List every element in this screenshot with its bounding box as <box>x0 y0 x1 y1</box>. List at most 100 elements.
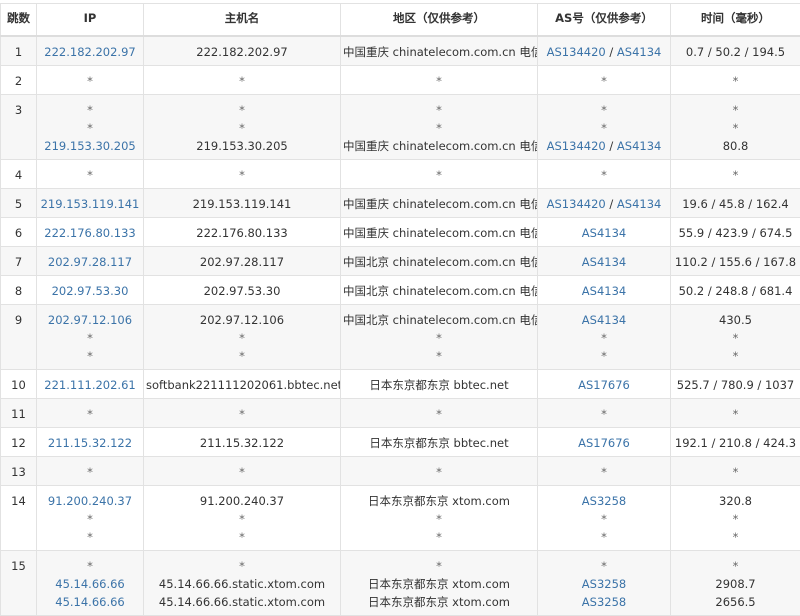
timeout-marker: * <box>239 530 245 544</box>
cell-line: 202.97.28.117 <box>146 253 338 271</box>
timeout-marker: * <box>436 530 442 544</box>
timeout-marker: * <box>601 103 607 117</box>
cell-line: AS4134 <box>540 282 668 300</box>
ip-link[interactable]: 222.182.202.97 <box>44 45 135 59</box>
cell-text: 110.2 / 155.6 / 167.8 <box>675 255 796 269</box>
hop-cell: 14 <box>1 486 37 551</box>
as-link[interactable]: AS4134 <box>582 255 626 269</box>
ip-link[interactable]: 202.97.28.117 <box>48 255 132 269</box>
as-link[interactable]: AS4134 <box>617 139 661 153</box>
ip-link[interactable]: 222.176.80.133 <box>44 226 135 240</box>
as-link[interactable]: AS3258 <box>582 577 626 591</box>
hostname-cell: 222.182.202.97 <box>144 36 341 66</box>
cell-text: 日本东京都东京 xtom.com <box>368 577 510 591</box>
cell-text: 日本东京都东京 xtom.com <box>368 494 510 508</box>
table-row: 13***** <box>1 457 800 486</box>
as-link[interactable]: AS17676 <box>578 436 630 450</box>
hop-cell: 4 <box>1 160 37 189</box>
cell-text: 430.5 <box>719 313 752 327</box>
as-link[interactable]: AS3258 <box>582 494 626 508</box>
timeout-marker: * <box>601 331 607 345</box>
timeout-marker: * <box>601 512 607 526</box>
time-cell: 320.8** <box>671 486 800 551</box>
timeout-marker: * <box>87 349 93 363</box>
cell-line: * <box>39 72 141 90</box>
cell-line: * <box>39 101 141 119</box>
as-cell: AS134420 / AS4134 <box>538 36 671 66</box>
cell-line: * <box>343 347 535 365</box>
cell-text: 202.97.12.106 <box>200 313 284 327</box>
cell-line: * <box>146 463 338 481</box>
cell-line: 中国重庆 chinatelecom.com.cn 电信 <box>343 195 535 213</box>
timeout-marker: * <box>733 331 739 345</box>
ip-cell: 221.111.202.61 <box>37 370 144 399</box>
timeout-marker: * <box>436 121 442 135</box>
region-cell: 中国北京 chinatelecom.com.cn 电信 <box>341 247 538 276</box>
time-cell: 55.9 / 423.9 / 674.5 <box>671 218 800 247</box>
ip-link[interactable]: 202.97.12.106 <box>48 313 132 327</box>
as-link[interactable]: AS134420 <box>547 197 606 211</box>
hostname-cell: 202.97.53.30 <box>144 276 341 305</box>
timeout-marker: * <box>436 407 442 421</box>
as-cell: AS4134 <box>538 276 671 305</box>
cell-line: * <box>540 329 668 347</box>
cell-line: * <box>146 347 338 365</box>
as-link[interactable]: AS134420 <box>547 139 606 153</box>
ip-link[interactable]: 202.97.53.30 <box>52 284 129 298</box>
as-link[interactable]: AS4134 <box>617 45 661 59</box>
cell-line: 202.97.12.106 <box>146 311 338 329</box>
as-link[interactable]: AS4134 <box>582 284 626 298</box>
cell-line: * <box>343 463 535 481</box>
as-link[interactable]: AS134420 <box>547 45 606 59</box>
cell-text: 中国北京 chinatelecom.com.cn 电信 <box>343 313 538 327</box>
cell-text: 202.97.53.30 <box>204 284 281 298</box>
region-cell: 中国重庆 chinatelecom.com.cn 电信 <box>341 218 538 247</box>
ip-link[interactable]: 91.200.240.37 <box>48 494 132 508</box>
ip-link[interactable]: 219.153.30.205 <box>44 139 135 153</box>
header-as: AS号（仅供参考） <box>538 4 671 37</box>
timeout-marker: * <box>601 168 607 182</box>
as-link[interactable]: AS4134 <box>582 226 626 240</box>
ip-link[interactable]: 45.14.66.66 <box>55 595 125 609</box>
cell-text: 2908.7 <box>715 577 755 591</box>
cell-line: 222.176.80.133 <box>39 224 141 242</box>
as-cell: AS4134 <box>538 247 671 276</box>
cell-text: 日本东京都东京 xtom.com <box>368 595 510 609</box>
timeout-marker: * <box>87 168 93 182</box>
cell-text: 中国重庆 chinatelecom.com.cn 电信 <box>343 226 538 240</box>
as-link[interactable]: AS4134 <box>582 313 626 327</box>
cell-line: * <box>343 405 535 423</box>
hop-cell: 5 <box>1 189 37 218</box>
cell-line: * <box>673 347 798 365</box>
cell-text: 525.7 / 780.9 / 1037 <box>677 378 794 392</box>
cell-line: 430.5 <box>673 311 798 329</box>
as-link[interactable]: AS17676 <box>578 378 630 392</box>
ip-link[interactable]: 219.153.119.141 <box>41 197 140 211</box>
cell-line: * <box>39 347 141 365</box>
cell-text: 0.7 / 50.2 / 194.5 <box>686 45 785 59</box>
as-link[interactable]: AS4134 <box>617 197 661 211</box>
cell-line: * <box>146 101 338 119</box>
cell-line: * <box>540 557 668 575</box>
time-cell: 19.6 / 45.8 / 162.4 <box>671 189 800 218</box>
cell-text: 日本东京都东京 bbtec.net <box>369 436 508 450</box>
ip-link[interactable]: 45.14.66.66 <box>55 577 125 591</box>
ip-cell: 222.182.202.97 <box>37 36 144 66</box>
cell-line: 19.6 / 45.8 / 162.4 <box>673 195 798 213</box>
ip-link[interactable]: 221.111.202.61 <box>44 378 135 392</box>
cell-line: * <box>540 528 668 546</box>
timeout-marker: * <box>733 74 739 88</box>
ip-link[interactable]: 211.15.32.122 <box>48 436 132 450</box>
cell-line: 525.7 / 780.9 / 1037 <box>673 376 798 394</box>
time-cell: * <box>671 457 800 486</box>
cell-line: 202.97.28.117 <box>39 253 141 271</box>
cell-text: 45.14.66.66.static.xtom.com <box>159 577 325 591</box>
as-link[interactable]: AS3258 <box>582 595 626 609</box>
time-cell: 525.7 / 780.9 / 1037 <box>671 370 800 399</box>
cell-line: * <box>540 101 668 119</box>
cell-text: 中国北京 chinatelecom.com.cn 电信 <box>343 255 538 269</box>
cell-line: * <box>39 329 141 347</box>
table-row: 11***** <box>1 399 800 428</box>
